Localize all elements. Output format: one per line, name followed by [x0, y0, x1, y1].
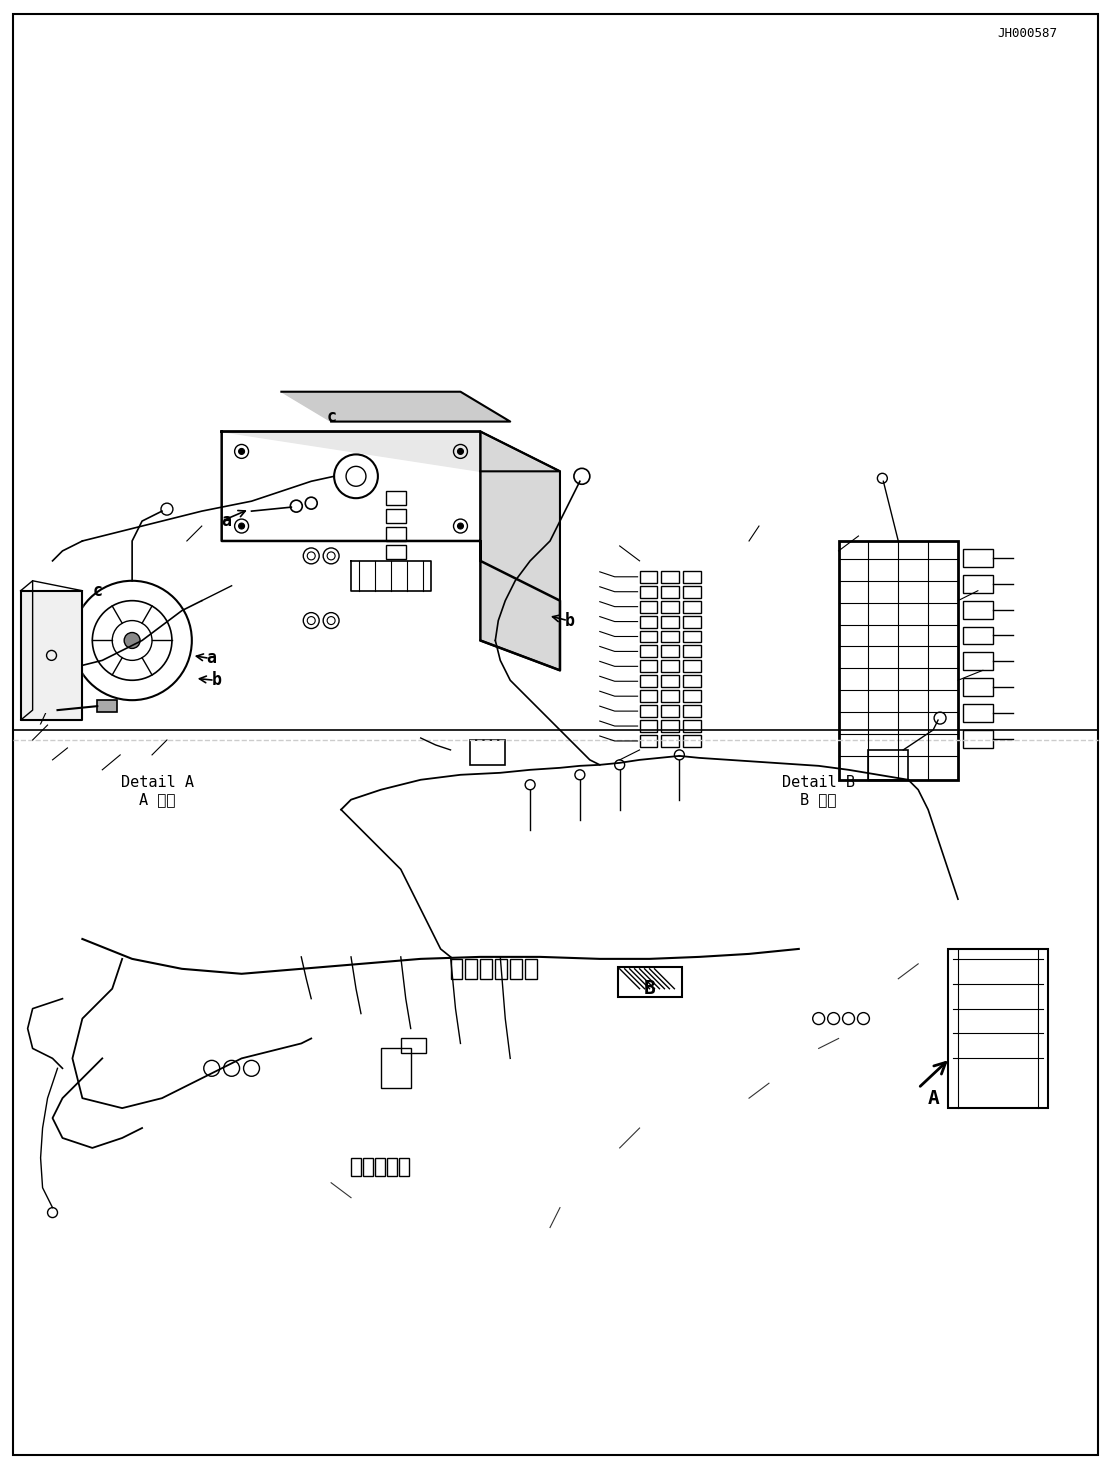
Polygon shape: [480, 432, 560, 670]
Bar: [618, 967, 682, 996]
Bar: [661, 734, 680, 746]
Bar: [661, 705, 680, 717]
Bar: [466, 959, 478, 978]
Text: a: a: [222, 513, 232, 530]
Bar: [401, 1039, 426, 1053]
Bar: [374, 1158, 384, 1175]
Bar: [683, 705, 701, 717]
Text: B: B: [643, 980, 655, 999]
Bar: [683, 720, 701, 732]
Text: A: A: [928, 1089, 939, 1108]
Bar: [661, 661, 680, 673]
Circle shape: [239, 448, 244, 454]
Bar: [839, 541, 958, 780]
Bar: [683, 661, 701, 673]
Bar: [640, 571, 658, 583]
Polygon shape: [281, 392, 510, 422]
Bar: [661, 630, 680, 642]
Bar: [683, 630, 701, 642]
Bar: [640, 690, 658, 702]
Polygon shape: [21, 591, 82, 720]
Bar: [470, 740, 506, 765]
Text: b: b: [212, 671, 222, 689]
Bar: [963, 601, 993, 618]
Bar: [451, 959, 462, 978]
Bar: [640, 645, 658, 658]
Bar: [387, 1158, 397, 1175]
Bar: [963, 627, 993, 645]
Text: /: /: [39, 711, 47, 726]
Bar: [963, 704, 993, 723]
Text: a: a: [207, 649, 217, 667]
Bar: [480, 959, 492, 978]
Bar: [399, 1158, 409, 1175]
Bar: [640, 630, 658, 642]
Bar: [661, 616, 680, 627]
Bar: [683, 586, 701, 598]
Text: B 詳細: B 詳細: [800, 792, 837, 806]
Bar: [386, 527, 406, 541]
Bar: [526, 959, 537, 978]
Bar: [661, 676, 680, 687]
Bar: [640, 734, 658, 746]
Bar: [98, 701, 117, 712]
Bar: [351, 1158, 361, 1175]
Text: c: c: [327, 407, 337, 426]
Bar: [683, 601, 701, 613]
Bar: [640, 586, 658, 598]
Circle shape: [239, 523, 244, 529]
Bar: [683, 645, 701, 658]
Bar: [640, 705, 658, 717]
Polygon shape: [222, 432, 560, 472]
Circle shape: [458, 448, 463, 454]
Text: A 詳細: A 詳細: [139, 792, 176, 806]
Bar: [381, 1049, 411, 1089]
Bar: [661, 645, 680, 658]
Text: c: c: [92, 582, 102, 599]
Circle shape: [334, 454, 378, 498]
Bar: [963, 549, 993, 567]
Text: Detail B: Detail B: [782, 776, 855, 790]
Bar: [496, 959, 508, 978]
Text: JH000587: JH000587: [998, 26, 1058, 40]
Bar: [963, 652, 993, 670]
Bar: [683, 690, 701, 702]
Bar: [386, 491, 406, 505]
Bar: [661, 690, 680, 702]
Bar: [683, 676, 701, 687]
Bar: [510, 959, 522, 978]
Bar: [386, 510, 406, 523]
Bar: [948, 949, 1048, 1108]
Circle shape: [458, 523, 463, 529]
Bar: [683, 734, 701, 746]
Bar: [683, 616, 701, 627]
Bar: [640, 676, 658, 687]
Bar: [869, 749, 908, 780]
Bar: [661, 586, 680, 598]
Bar: [640, 661, 658, 673]
Bar: [661, 601, 680, 613]
Bar: [640, 720, 658, 732]
Bar: [640, 601, 658, 613]
Bar: [363, 1158, 373, 1175]
Bar: [963, 730, 993, 748]
Bar: [683, 571, 701, 583]
Bar: [963, 574, 993, 592]
Bar: [640, 616, 658, 627]
Circle shape: [124, 633, 140, 648]
Bar: [963, 679, 993, 696]
Text: b: b: [564, 611, 574, 630]
Bar: [386, 545, 406, 558]
Bar: [661, 720, 680, 732]
Bar: [661, 571, 680, 583]
Polygon shape: [222, 432, 560, 670]
Text: Detail A: Detail A: [120, 776, 193, 790]
